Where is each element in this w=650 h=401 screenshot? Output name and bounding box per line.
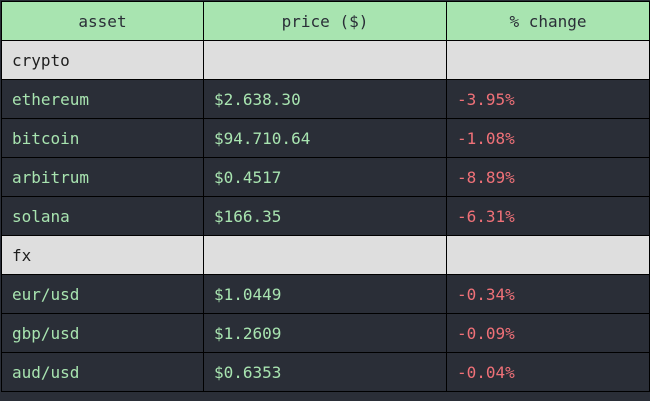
group-row-crypto: crypto <box>1 40 650 80</box>
change-cell: -0.34% <box>446 274 650 314</box>
asset-cell: aud/usd <box>1 352 204 392</box>
change-cell: -0.04% <box>446 352 650 392</box>
column-header-price[interactable]: price ($) <box>203 1 447 41</box>
group-row-fx: fx <box>1 235 650 275</box>
table-row[interactable]: aud/usd $0.6353 -0.04% <box>1 352 650 392</box>
table-row[interactable]: gbp/usd $1.2609 -0.09% <box>1 313 650 353</box>
asset-cell: gbp/usd <box>1 313 204 353</box>
asset-cell: ethereum <box>1 79 204 119</box>
price-cell: $0.6353 <box>203 352 447 392</box>
table-row[interactable]: ethereum $2.638.30 -3.95% <box>1 79 650 119</box>
table-row[interactable]: bitcoin $94.710.64 -1.08% <box>1 118 650 158</box>
group-label: fx <box>1 235 204 275</box>
price-cell: $1.2609 <box>203 313 447 353</box>
table-row[interactable]: arbitrum $0.4517 -8.89% <box>1 157 650 197</box>
column-header-change[interactable]: % change <box>446 1 650 41</box>
change-cell: -1.08% <box>446 118 650 158</box>
price-cell: $1.0449 <box>203 274 447 314</box>
asset-cell: arbitrum <box>1 157 204 197</box>
price-cell: $166.35 <box>203 196 447 236</box>
change-cell: -6.31% <box>446 196 650 236</box>
change-cell: -8.89% <box>446 157 650 197</box>
group-empty-cell <box>203 235 447 275</box>
price-table: asset price ($) % change crypto ethereum… <box>1 1 650 392</box>
column-header-asset[interactable]: asset <box>1 1 204 41</box>
table-row[interactable]: solana $166.35 -6.31% <box>1 196 650 236</box>
group-label: crypto <box>1 40 204 80</box>
group-empty-cell <box>446 235 650 275</box>
header-row: asset price ($) % change <box>1 1 650 41</box>
price-cell: $0.4517 <box>203 157 447 197</box>
group-empty-cell <box>203 40 447 80</box>
group-empty-cell <box>446 40 650 80</box>
asset-cell: solana <box>1 196 204 236</box>
price-cell: $2.638.30 <box>203 79 447 119</box>
price-cell: $94.710.64 <box>203 118 447 158</box>
asset-cell: bitcoin <box>1 118 204 158</box>
change-cell: -0.09% <box>446 313 650 353</box>
table-row[interactable]: eur/usd $1.0449 -0.34% <box>1 274 650 314</box>
change-cell: -3.95% <box>446 79 650 119</box>
asset-cell: eur/usd <box>1 274 204 314</box>
